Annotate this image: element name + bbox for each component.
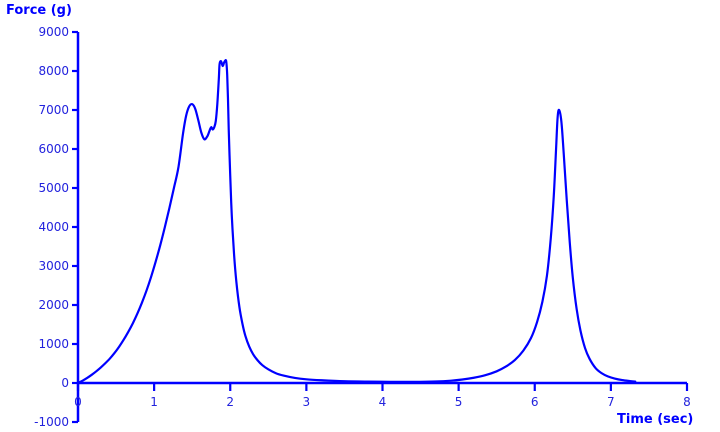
x-axis-title: Time (sec)	[617, 412, 694, 427]
y-tick-label: 3000	[38, 259, 69, 273]
y-tick-label: 4000	[38, 220, 69, 234]
x-tick-label: 6	[530, 395, 539, 409]
y-tick-label: 2000	[38, 298, 69, 312]
y-axis-title: Force (g)	[6, 3, 72, 18]
x-tick-label: 0	[74, 395, 82, 409]
y-tick-label: 5000	[38, 181, 69, 195]
y-tick-label: 1000	[38, 337, 69, 351]
x-tick-label: 4	[378, 395, 387, 409]
tick-marks	[72, 30, 689, 424]
y-tick-label: 0	[61, 376, 69, 390]
y-tick-label: 9000	[38, 25, 69, 39]
x-tick-label: 5	[454, 395, 463, 409]
force-series-line	[76, 58, 637, 385]
y-tick-label: 6000	[38, 142, 69, 156]
y-tick-label: 8000	[38, 64, 69, 78]
x-tick-label: 8	[683, 395, 691, 409]
x-tick-label: 1	[150, 395, 158, 409]
y-tick-label: 7000	[38, 103, 69, 117]
x-tick-label: 2	[226, 395, 235, 409]
x-tick-label: 7	[607, 395, 615, 409]
x-tick-label: 3	[302, 395, 311, 409]
axis-lines	[76, 32, 687, 422]
y-tick-label: -1000	[34, 415, 69, 429]
